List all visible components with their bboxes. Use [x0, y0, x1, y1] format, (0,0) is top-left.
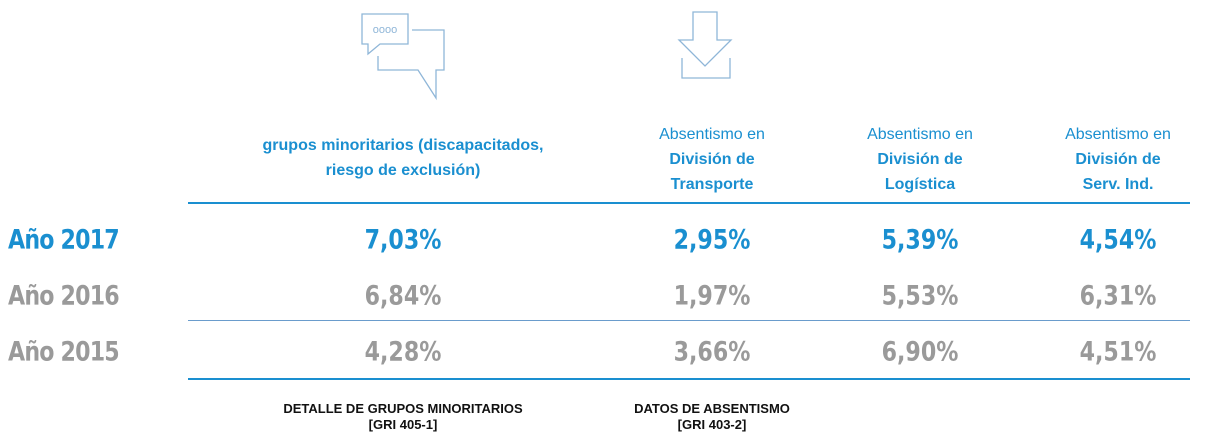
rule: [188, 202, 1190, 204]
header-text: División de: [1075, 151, 1161, 168]
header-text: Transporte: [670, 176, 754, 193]
cell-value: 4,28%: [364, 336, 442, 368]
row-label: Año 2015: [8, 336, 120, 368]
rule: [188, 378, 1190, 380]
cell-value: 6,31%: [1079, 280, 1157, 312]
cell-value: 5,53%: [881, 280, 959, 312]
cell-value: 7,03%: [364, 224, 442, 256]
cell-value: 6,90%: [881, 336, 959, 368]
footnote: [GRI 405-1]: [368, 417, 438, 432]
row-label: Año 2017: [8, 224, 120, 256]
header-text: Logística: [884, 176, 956, 193]
cell-value: 1,97%: [673, 280, 751, 312]
cell-value: 2,95%: [673, 224, 751, 256]
header-text: Serv. Ind.: [1082, 176, 1154, 193]
header-text: Absentismo en: [867, 126, 973, 143]
chat-icon: oooo: [361, 13, 445, 101]
row-label: Año 2016: [8, 280, 120, 312]
header-text: Absentismo en: [659, 126, 765, 143]
cell-value: 3,66%: [673, 336, 751, 368]
footnote: DETALLE DE GRUPOS MINORITARIOS: [283, 401, 523, 416]
header-text: División de: [669, 151, 755, 168]
cell-value: 4,54%: [1079, 224, 1157, 256]
header-text: Absentismo en: [1065, 126, 1171, 143]
footnote: [GRI 403-2]: [677, 417, 747, 432]
cell-value: 5,39%: [881, 224, 959, 256]
header-text: grupos minoritarios (discapacitados,: [262, 137, 544, 154]
header-text: riesgo de exclusión): [325, 162, 481, 179]
icons: oooo: [361, 11, 733, 101]
download-icon: [677, 11, 733, 79]
footnote: DATOS DE ABSENTISMO: [634, 401, 790, 416]
rule: [188, 320, 1190, 321]
header-text: División de: [877, 151, 963, 168]
cell-value: 4,51%: [1079, 336, 1157, 368]
cell-value: 6,84%: [364, 280, 442, 312]
svg-text:oooo: oooo: [373, 24, 397, 36]
